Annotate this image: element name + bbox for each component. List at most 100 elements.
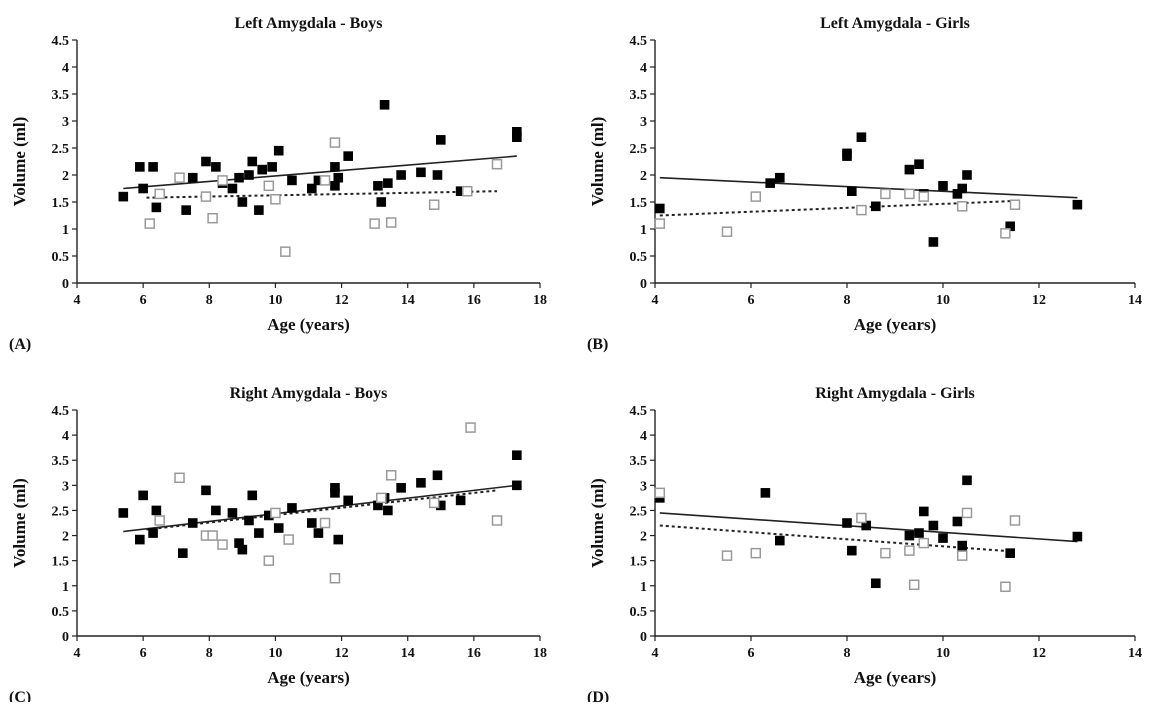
data-point-filled (333, 534, 344, 545)
trendline-dotted (659, 524, 1016, 553)
x-axis-label: Age (years) (267, 668, 350, 687)
x-tick-label: 6 (140, 646, 147, 661)
data-point-filled (952, 516, 963, 527)
data-point-open (200, 191, 212, 202)
data-point-filled (1072, 199, 1083, 210)
data-point-open (144, 218, 156, 229)
data-point-open (217, 539, 228, 550)
y-tick-label: 0.5 (630, 605, 648, 620)
data-point-open (1000, 581, 1011, 593)
data-point-filled (654, 203, 665, 214)
x-tick-label: 14 (1128, 646, 1142, 661)
y-tick-label: 4 (62, 61, 69, 76)
y-tick-label: 1 (62, 223, 69, 238)
data-point-filled (842, 518, 852, 528)
panel-1: Left Amygdala - Boys 0 0.5 1 1.5 2 2.5 3 3.5 4 4.5… (9, 15, 547, 353)
y-tick-label: 1 (640, 223, 647, 238)
x-tick-label: 6 (748, 293, 755, 308)
data-point-filled (254, 528, 264, 538)
data-point-filled (178, 548, 188, 558)
data-point-open (428, 199, 440, 210)
data-point-open (207, 530, 218, 541)
data-point-open (491, 515, 503, 526)
data-point-filled (257, 164, 268, 175)
data-point-filled (435, 135, 446, 145)
x-tick-label: 12 (1032, 646, 1046, 661)
data-point-filled (760, 488, 771, 498)
chart-title: Right Amygdala - Boys (230, 385, 388, 402)
data-point-filled (181, 205, 191, 215)
x-tick-label: 14 (401, 293, 415, 308)
data-point-open (280, 246, 291, 257)
data-point-filled (247, 490, 258, 501)
y-tick-label: 2 (640, 530, 647, 545)
x-tick-label: 16 (467, 646, 481, 661)
data-point-open (880, 547, 891, 559)
data-point-open (750, 547, 762, 559)
data-point-filled (201, 156, 211, 167)
x-tick-label: 12 (335, 646, 349, 661)
data-point-open (856, 512, 867, 524)
data-point-open (329, 137, 341, 148)
data-point-open (174, 172, 185, 183)
data-point-filled (938, 533, 948, 543)
data-point-filled (148, 528, 158, 538)
data-point-filled (211, 505, 221, 516)
data-point-filled (237, 544, 248, 555)
panel-label: (C) (9, 689, 31, 702)
x-tick-label: 6 (140, 293, 147, 308)
panel-label: (A) (9, 336, 31, 353)
data-point-open (428, 497, 440, 509)
data-point-filled (914, 159, 924, 169)
data-point-filled (313, 528, 324, 538)
y-tick-label: 1.5 (630, 555, 648, 570)
x-tick-label: 4 (74, 293, 81, 308)
data-point-open (385, 217, 397, 228)
data-point-filled (774, 172, 785, 183)
data-point-filled (432, 170, 443, 180)
chart-title: Right Amygdala - Girls (815, 385, 975, 402)
y-tick-label: 3.5 (52, 88, 70, 103)
y-tick-label: 3.5 (52, 454, 70, 469)
data-point-filled (267, 162, 277, 172)
data-point-filled (957, 540, 968, 551)
data-point-filled (856, 132, 867, 142)
data-point-open (263, 180, 275, 192)
data-point-filled (962, 475, 972, 486)
data-point-filled (512, 450, 522, 461)
data-point-filled (846, 545, 857, 556)
data-point-filled (765, 178, 776, 188)
y-tick-label: 4 (640, 61, 647, 76)
data-point-filled (135, 162, 145, 172)
data-point-filled (234, 172, 244, 183)
data-point-filled (774, 535, 785, 546)
data-point-filled (416, 167, 426, 178)
y-tick-label: 1.5 (52, 555, 70, 570)
data-point-open (956, 201, 968, 212)
data-point-open (721, 550, 733, 561)
data-point-open (908, 579, 920, 591)
y-tick-label: 2 (640, 169, 647, 184)
data-point-open (1009, 199, 1021, 210)
x-tick-label: 6 (748, 646, 755, 661)
data-point-open (319, 175, 331, 186)
data-point-filled (373, 181, 383, 191)
data-point-filled (416, 478, 426, 488)
x-tick-label: 10 (936, 646, 950, 661)
x-tick-label: 12 (335, 293, 349, 308)
y-tick-label: 1.5 (630, 196, 648, 211)
panel-2: Left Amygdala - Girls 0 0.5 1 1.5 2 2.5 3 3.5 4 4.… (587, 15, 1142, 353)
data-point-open (721, 226, 733, 237)
y-tick-label: 0.5 (630, 250, 648, 265)
y-tick-label: 4 (62, 429, 69, 444)
data-point-open (154, 515, 165, 526)
data-point-filled (287, 175, 297, 186)
data-point-filled (135, 534, 145, 545)
data-point-open (904, 188, 915, 200)
trendline-solid (123, 155, 517, 190)
data-point-filled (330, 488, 340, 498)
data-point-filled (307, 183, 317, 194)
data-point-filled (842, 148, 852, 159)
data-point-open (1009, 515, 1021, 526)
